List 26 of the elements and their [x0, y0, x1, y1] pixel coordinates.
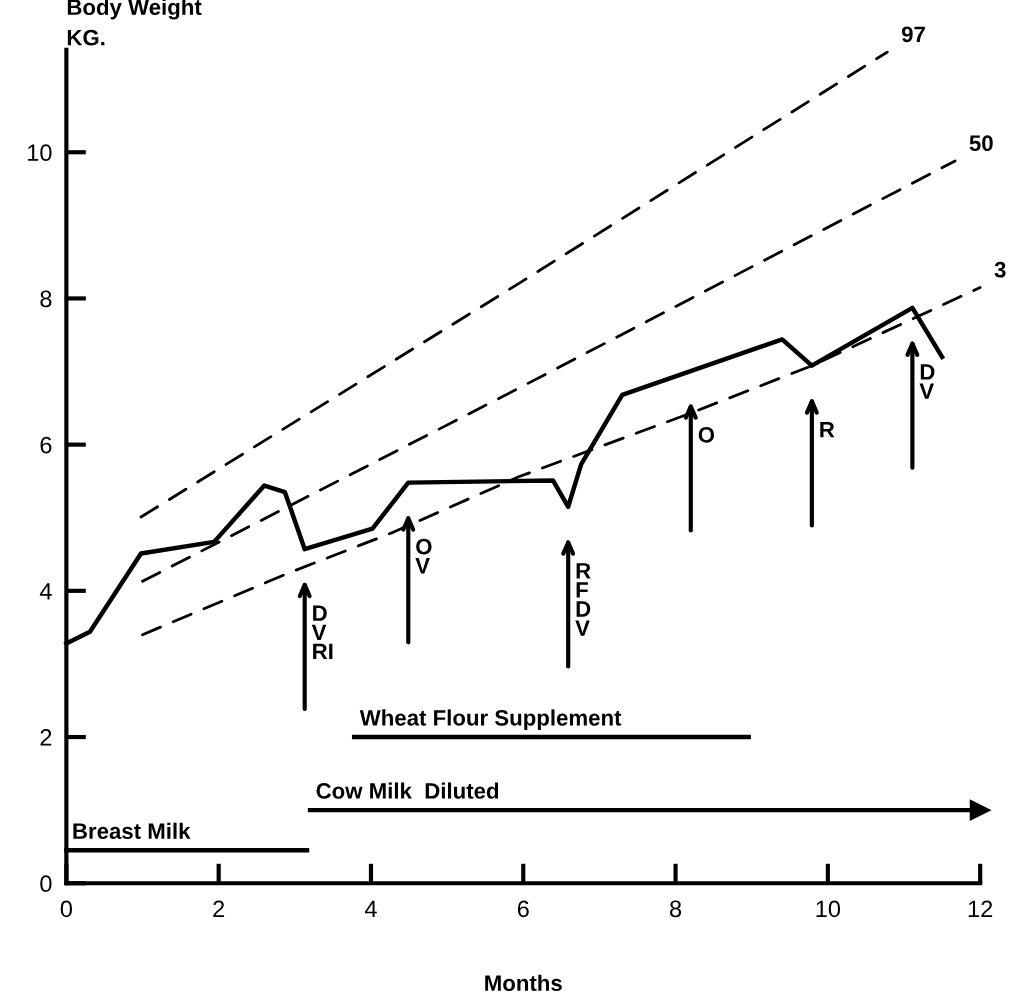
x-tick-label: 6 — [517, 900, 529, 918]
y-tick-label: 2 — [40, 729, 52, 746]
x-tick-label: 12 — [968, 900, 993, 918]
x-axis-title: Months — [485, 974, 562, 992]
annotation: O — [698, 426, 715, 443]
annotation: D V RI — [311, 605, 333, 660]
series-label: 50 — [969, 135, 993, 152]
y-tick-label: 6 — [40, 436, 52, 454]
x-tick-label: 2 — [213, 900, 225, 918]
annotation: R F D V — [575, 563, 591, 636]
y-tick-label: 8 — [40, 290, 52, 308]
y-tick-label: 4 — [39, 583, 52, 600]
annotation: R — [820, 422, 835, 438]
series-label: Cow Milk Diluted — [316, 782, 499, 799]
series-label: Wheat Flour Supplement — [359, 709, 622, 731]
y-tick-label: 10 — [28, 144, 52, 162]
annotation: D V — [919, 364, 935, 399]
x-tick-label: 4 — [364, 900, 377, 918]
series-label: 97 — [901, 26, 925, 43]
annotation: O V — [415, 538, 432, 574]
x-tick-label: 8 — [670, 900, 682, 918]
series-label: 3 — [994, 261, 1006, 278]
series-label: Breast Milk — [73, 822, 191, 839]
x-tick-label: 10 — [816, 900, 841, 918]
y-tick-label: 0 — [40, 875, 52, 893]
x-tick-label: 0 — [60, 900, 73, 918]
